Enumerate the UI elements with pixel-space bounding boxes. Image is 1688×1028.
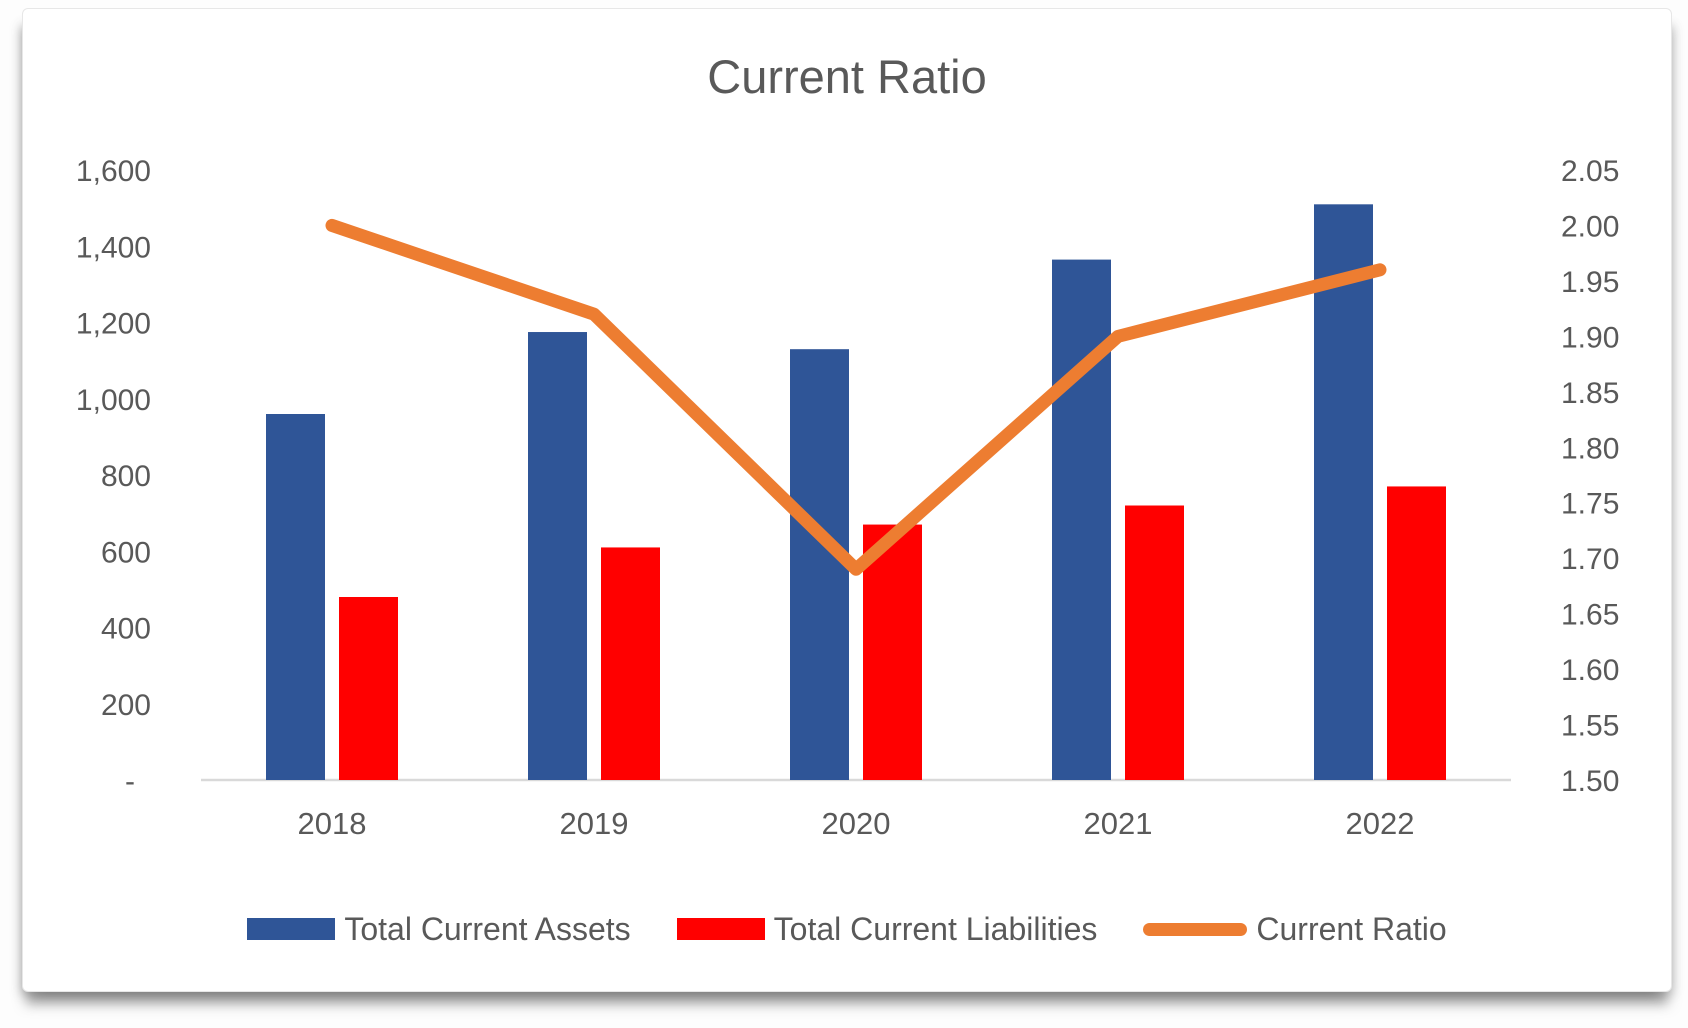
bar-total-current-liabilities-2020 bbox=[863, 524, 922, 780]
legend-label-current-ratio: Current Ratio bbox=[1256, 910, 1447, 947]
right-axis-tick: 1.75 bbox=[1561, 488, 1619, 521]
right-axis-tick: 1.50 bbox=[1561, 765, 1619, 798]
legend-item-current-ratio: Current Ratio bbox=[1143, 910, 1447, 948]
legend-swatch-total-current-liabilities bbox=[676, 918, 765, 940]
bar-total-current-assets-2020 bbox=[790, 349, 849, 780]
left-axis-tick: 600 bbox=[101, 536, 151, 569]
right-axis-tick: 1.95 bbox=[1561, 266, 1619, 299]
right-axis-tick: 2.05 bbox=[1561, 155, 1619, 188]
combo-chart-plot: 1,600 1,400 1,200 1,000 800 600 400 200 - 2.05 2.0… bbox=[76, 155, 1619, 841]
bar-total-current-assets-2018 bbox=[266, 414, 325, 780]
right-axis-tick: 1.65 bbox=[1561, 599, 1619, 632]
left-axis-tick: - bbox=[125, 765, 135, 798]
right-axis-tick: 1.70 bbox=[1561, 543, 1619, 576]
x-axis-label-2021: 2021 bbox=[1084, 806, 1153, 841]
right-axis-tick: 1.60 bbox=[1561, 654, 1619, 687]
x-axis-label-2020: 2020 bbox=[822, 806, 891, 841]
left-axis-tick: 1,000 bbox=[76, 384, 151, 417]
left-axis-tick: 1,600 bbox=[76, 155, 151, 188]
legend-label-total-current-assets: Total Current Assets bbox=[344, 910, 631, 947]
chart-legend: Total Current Assets Total Current Liabil… bbox=[23, 905, 1671, 953]
right-axis-tick: 1.90 bbox=[1561, 321, 1619, 354]
left-axis-tick: 800 bbox=[101, 460, 151, 493]
legend-swatch-total-current-assets bbox=[247, 918, 336, 940]
x-axis-label-2019: 2019 bbox=[560, 806, 629, 841]
bar-total-current-liabilities-2021 bbox=[1125, 505, 1184, 780]
right-axis-tick: 1.80 bbox=[1561, 432, 1619, 465]
chart-title: Current Ratio bbox=[707, 50, 987, 103]
bar-total-current-assets-2019 bbox=[528, 332, 587, 780]
legend-item-total-current-liabilities: Total Current Liabilities bbox=[676, 910, 1098, 948]
line-current-ratio bbox=[325, 218, 1387, 576]
bar-total-current-liabilities-2019 bbox=[601, 547, 660, 780]
legend-item-total-current-assets: Total Current Assets bbox=[247, 910, 631, 948]
legend-swatch-current-ratio bbox=[1143, 922, 1248, 936]
right-axis-tick: 1.85 bbox=[1561, 377, 1619, 410]
legend-label-total-current-liabilities: Total Current Liabilities bbox=[773, 910, 1098, 947]
bar-total-current-liabilities-2018 bbox=[339, 597, 398, 780]
left-axis-tick: 1,200 bbox=[76, 308, 151, 341]
left-axis-tick: 400 bbox=[101, 613, 151, 646]
bar-total-current-liabilities-2022 bbox=[1387, 486, 1446, 780]
left-axis-tick: 200 bbox=[101, 689, 151, 722]
bar-total-current-assets-2022 bbox=[1314, 204, 1373, 780]
x-axis-label-2018: 2018 bbox=[298, 806, 367, 841]
right-axis-tick: 1.55 bbox=[1561, 710, 1619, 743]
x-axis-label-2022: 2022 bbox=[1346, 806, 1415, 841]
chart-card: Current Ratio 1,600 1,400 1,200 1,000 800 600… bbox=[22, 8, 1672, 992]
bar-total-current-assets-2021 bbox=[1052, 259, 1111, 780]
right-axis-tick: 2.00 bbox=[1561, 210, 1619, 243]
left-axis-tick: 1,400 bbox=[76, 231, 151, 264]
